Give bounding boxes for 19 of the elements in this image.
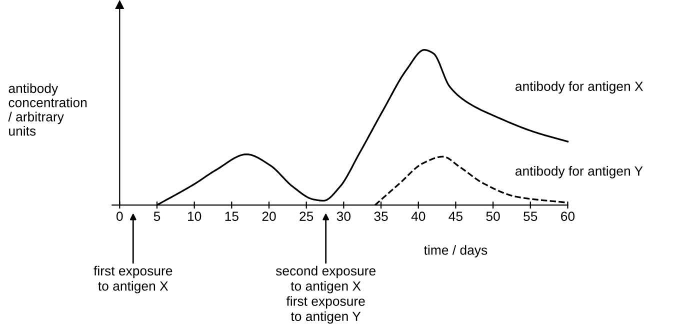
x-tick-label: 30 bbox=[336, 212, 351, 221]
x-tick-label: 10 bbox=[188, 212, 202, 221]
text: first exposure to antigen X bbox=[94, 266, 172, 294]
y-axis-title: antibody concentration / arbitrary units bbox=[8, 83, 87, 136]
x-tick-label: 35 bbox=[374, 212, 388, 221]
x-axis-title: time / days bbox=[424, 245, 488, 258]
x-tick-label: 20 bbox=[262, 212, 276, 221]
text: antibody for antigen X bbox=[516, 81, 644, 94]
x-tick-label: 0 bbox=[116, 212, 123, 221]
x-tick-label: 25 bbox=[300, 212, 314, 221]
x-tick-label: 60 bbox=[561, 212, 575, 221]
x-tick-label: 50 bbox=[486, 212, 500, 221]
x-tick-label: 5 bbox=[154, 212, 160, 221]
x-tick-label: 40 bbox=[411, 212, 426, 221]
series-label: antibody for antigen Y bbox=[516, 166, 643, 178]
x-tick-label: 45 bbox=[448, 212, 462, 221]
text: second exposure to antigen X first exposure to antigen Y bbox=[276, 266, 376, 324]
x-tick-label: 15 bbox=[225, 212, 238, 221]
x-tick-label: 55 bbox=[524, 212, 538, 221]
